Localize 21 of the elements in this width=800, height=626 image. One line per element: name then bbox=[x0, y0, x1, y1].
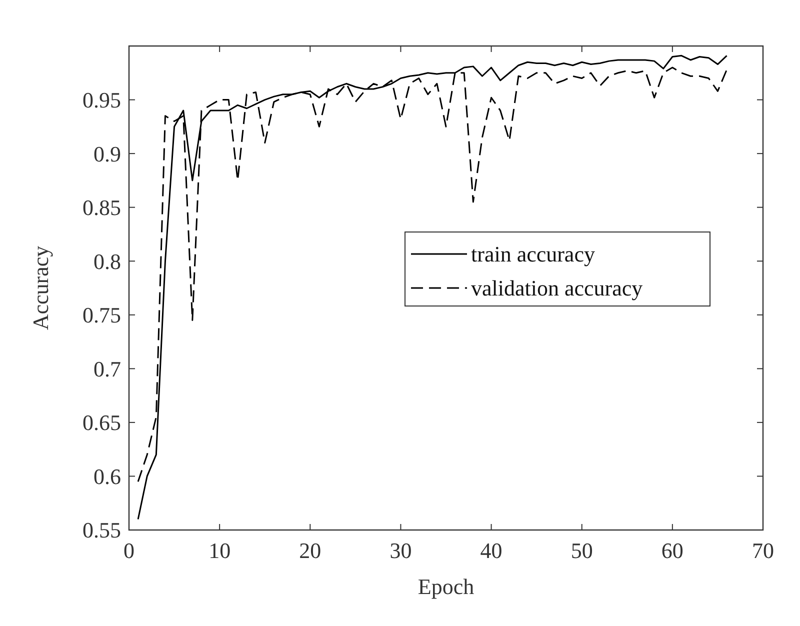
x-tick-label: 50 bbox=[570, 538, 593, 563]
legend-label: validation accuracy bbox=[471, 276, 643, 301]
y-tick-label: 0.85 bbox=[82, 195, 121, 220]
y-tick-label: 0.9 bbox=[94, 141, 121, 166]
y-tick-label: 0.75 bbox=[82, 302, 121, 328]
y-tick-label: 0.65 bbox=[82, 410, 121, 436]
x-tick-label: 30 bbox=[390, 538, 412, 563]
x-tick-label: 70 bbox=[752, 538, 774, 563]
y-tick-label: 0.7 bbox=[94, 356, 121, 382]
y-tick-label: 0.8 bbox=[94, 248, 121, 274]
y-tick-label: 0.55 bbox=[82, 518, 121, 543]
x-tick-label: 10 bbox=[208, 538, 231, 563]
y-axis-title: Accuracy bbox=[28, 246, 53, 330]
x-tick-label: 40 bbox=[480, 538, 502, 563]
y-tick-label: 0.95 bbox=[82, 87, 121, 112]
y-tick-label: 0.6 bbox=[94, 464, 121, 489]
x-axis-title: Epoch bbox=[418, 574, 474, 599]
x-tick-label: 0 bbox=[124, 538, 134, 563]
x-tick-label: 60 bbox=[661, 538, 684, 563]
x-tick-label: 20 bbox=[299, 538, 322, 563]
legend-label: train accuracy bbox=[471, 242, 595, 267]
